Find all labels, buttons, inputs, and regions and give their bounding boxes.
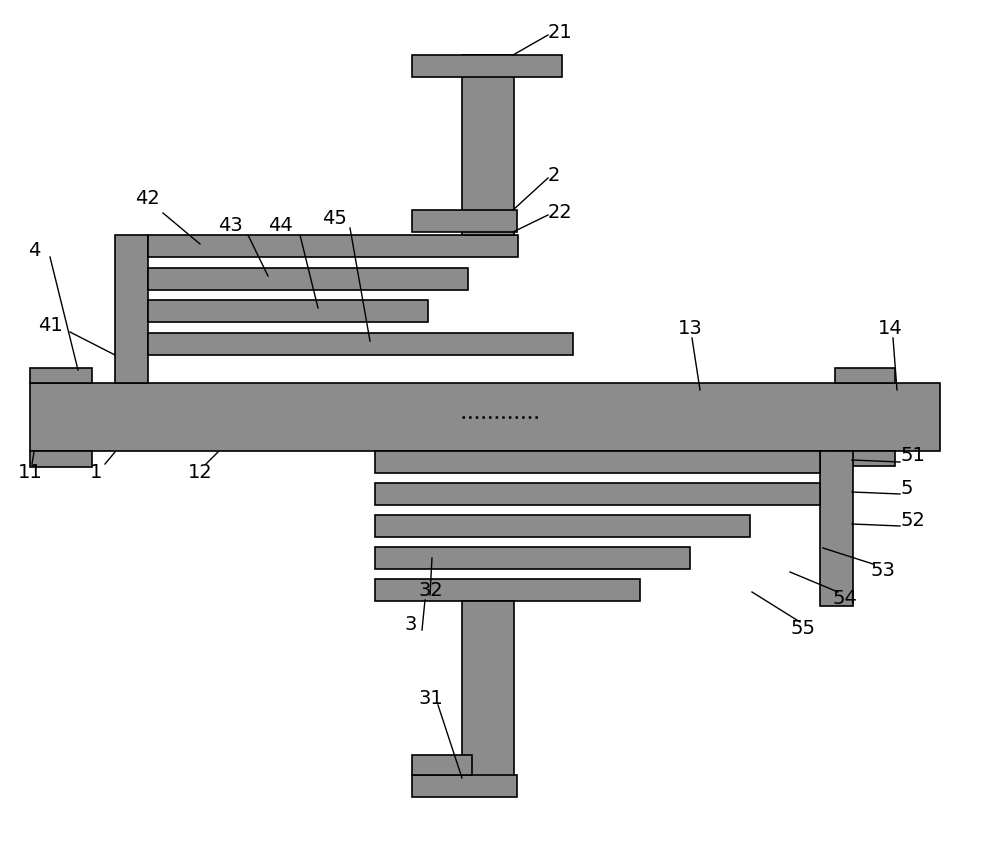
Bar — [375, 515, 750, 537]
Bar — [412, 55, 562, 77]
Text: 52: 52 — [900, 511, 925, 530]
Bar — [375, 579, 640, 601]
Bar — [835, 368, 895, 383]
Text: 1: 1 — [90, 463, 102, 482]
Text: 31: 31 — [418, 688, 443, 708]
Text: 22: 22 — [548, 202, 573, 221]
Text: 2: 2 — [548, 165, 560, 184]
Text: 54: 54 — [832, 589, 857, 608]
Bar — [375, 547, 690, 569]
Bar — [375, 483, 820, 505]
Text: 21: 21 — [548, 22, 573, 41]
Bar — [30, 451, 92, 467]
Bar — [30, 368, 92, 383]
Text: 32: 32 — [418, 580, 443, 600]
Bar — [148, 268, 468, 290]
Bar — [148, 300, 428, 322]
Text: 41: 41 — [38, 315, 63, 334]
Text: 14: 14 — [878, 319, 903, 338]
Text: 13: 13 — [678, 319, 703, 338]
Bar — [462, 55, 514, 235]
Bar — [375, 451, 820, 473]
Text: 5: 5 — [900, 478, 912, 498]
Text: 43: 43 — [218, 215, 243, 235]
Text: 12: 12 — [188, 463, 213, 482]
Bar — [820, 451, 853, 606]
Text: 4: 4 — [28, 241, 40, 260]
Text: 11: 11 — [18, 463, 43, 482]
Bar — [835, 451, 895, 466]
Bar — [412, 775, 517, 797]
Text: 42: 42 — [135, 189, 160, 207]
Text: 45: 45 — [322, 208, 347, 227]
Bar — [148, 333, 573, 355]
Text: 51: 51 — [900, 446, 925, 464]
Bar — [412, 755, 472, 775]
Bar — [412, 210, 517, 232]
Bar — [115, 235, 148, 383]
Bar — [462, 601, 514, 786]
Text: 53: 53 — [870, 560, 895, 579]
Bar — [148, 235, 518, 257]
Bar — [30, 383, 940, 451]
Text: 55: 55 — [790, 619, 815, 638]
Text: 3: 3 — [405, 615, 417, 634]
Text: 44: 44 — [268, 215, 293, 235]
